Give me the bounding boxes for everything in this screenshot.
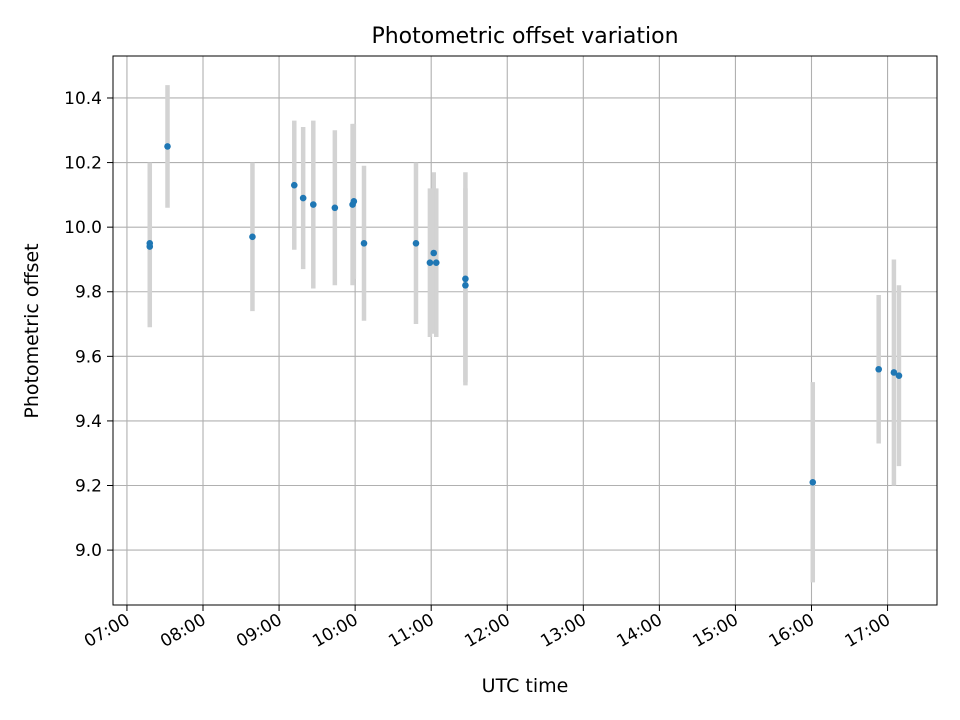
- data-point: [164, 143, 171, 150]
- y-tick-label: 10.0: [64, 218, 102, 238]
- data-point: [462, 281, 469, 289]
- y-tick-label: 10.2: [64, 154, 102, 174]
- grid-lines: [113, 56, 937, 605]
- data-point: [350, 198, 358, 205]
- plot-area-frame: [112, 55, 938, 606]
- y-tick-label: 9.6: [75, 347, 102, 367]
- x-axis-label: UTC time: [482, 675, 569, 697]
- y-tick-label: 9.2: [75, 477, 102, 497]
- y-tick-label: 10.4: [64, 89, 102, 109]
- data-point: [290, 181, 298, 189]
- data-point: [426, 259, 434, 266]
- data-point: [412, 240, 420, 247]
- data-point: [299, 194, 307, 202]
- y-axis-label: Photometric offset: [21, 243, 43, 418]
- data-point: [331, 204, 339, 212]
- data-point: [309, 201, 317, 208]
- chart-title: Photometric offset variation: [371, 24, 678, 49]
- data-point: [146, 243, 154, 250]
- data-points: [146, 143, 903, 486]
- y-tick-label: 9.4: [75, 412, 102, 432]
- data-point: [462, 275, 469, 283]
- data-point: [360, 240, 368, 247]
- data-point: [875, 365, 882, 373]
- y-tick-label: 9.0: [75, 541, 102, 561]
- data-point: [432, 259, 440, 266]
- y-tick-label: 9.8: [75, 283, 102, 303]
- data-point: [895, 372, 903, 380]
- data-point: [249, 233, 256, 241]
- data-point: [890, 369, 898, 376]
- data-point: [809, 478, 817, 486]
- data-point: [430, 249, 438, 257]
